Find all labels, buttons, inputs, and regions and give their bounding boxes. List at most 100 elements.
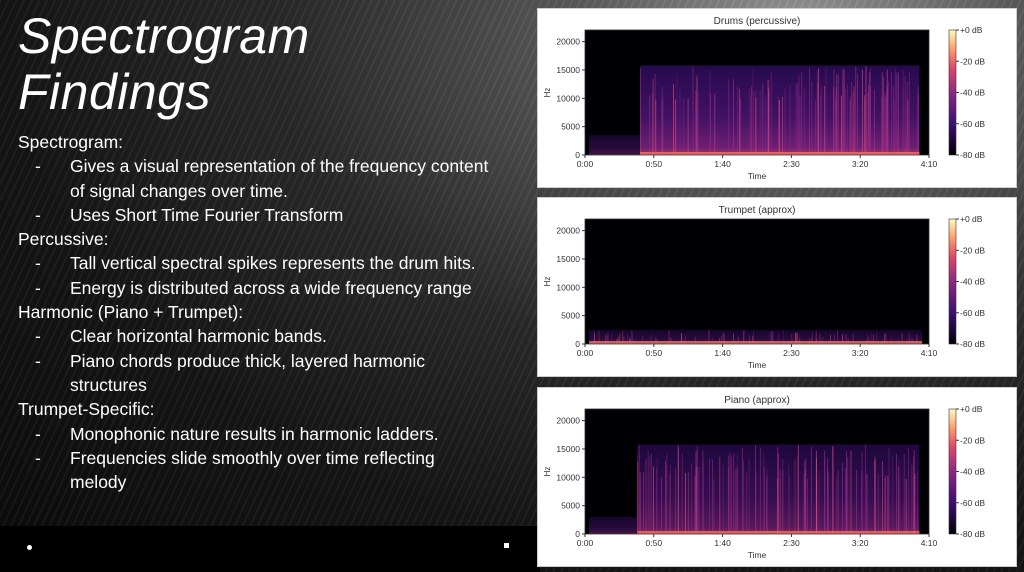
chart-title: Piano (approx) xyxy=(724,395,790,406)
dash-bullet: - xyxy=(35,326,41,347)
spectral-stripe xyxy=(796,333,798,344)
spectral-stripe xyxy=(695,100,697,155)
spectral-stripe xyxy=(694,476,696,534)
spectral-stripe xyxy=(694,336,696,344)
spectral-stripe xyxy=(849,96,851,155)
spectral-stripe xyxy=(737,466,739,534)
dash-bullet: - xyxy=(35,204,41,225)
spectral-stripe xyxy=(847,337,849,344)
spectral-stripe xyxy=(789,85,791,155)
colorbar-tick-label: -40 dB xyxy=(960,277,985,287)
slide-text: Spectrogram Findings Spectrogram: - Gives … xyxy=(18,8,518,494)
dash-bullet: - xyxy=(35,253,41,274)
x-tick-label: 1:40 xyxy=(714,159,731,169)
list-item-text: Tall vertical spectral spikes represents… xyxy=(70,253,476,274)
spectral-stripe xyxy=(836,73,838,155)
spectral-stripe xyxy=(722,464,724,534)
spectral-stripe xyxy=(857,73,858,155)
spectral-stripe xyxy=(816,479,818,534)
spectral-stripe xyxy=(677,445,679,534)
spectral-stripe xyxy=(669,474,671,534)
colorbar-tick-label: -60 dB xyxy=(960,498,985,508)
y-tick-label: 10000 xyxy=(556,472,580,482)
x-tick-label: 2:30 xyxy=(783,348,800,358)
colorbar-tick-label: -20 dB xyxy=(960,435,985,445)
spectral-stripe xyxy=(904,76,906,155)
spectral-stripe xyxy=(733,453,735,534)
spectral-stripe xyxy=(841,95,842,155)
y-tick-label: 20000 xyxy=(556,37,580,47)
title-line-1: Spectrogram xyxy=(18,8,310,64)
spectral-stripe xyxy=(848,456,850,534)
x-tick-label: 3:20 xyxy=(852,538,869,548)
spectral-stripe xyxy=(804,469,806,534)
active-energy-region xyxy=(589,329,923,344)
y-axis-label: Hz xyxy=(543,467,552,477)
spectral-stripe xyxy=(632,335,633,344)
list-item: - Uses Short Time Fourier Transform xyxy=(18,203,518,227)
spectral-stripe xyxy=(676,76,678,155)
spectral-stripe xyxy=(712,459,713,534)
spectral-stripe xyxy=(719,337,720,344)
spectral-stripe xyxy=(759,447,761,534)
section-heading: Trumpet-Specific: xyxy=(18,399,155,420)
colorbar-tick-label: -40 dB xyxy=(960,467,985,477)
spectral-stripe xyxy=(755,98,757,155)
spectral-stripe xyxy=(795,332,796,344)
list-item-text: Clear horizontal harmonic bands. xyxy=(70,326,327,347)
y-axis-label: Hz xyxy=(543,277,552,287)
colorbar-tick-label: -80 dB xyxy=(960,529,985,539)
spectral-stripe xyxy=(811,81,813,155)
spectral-stripe xyxy=(805,457,807,534)
spectral-stripe xyxy=(735,468,737,534)
spectral-stripe xyxy=(739,88,740,155)
spectral-stripe xyxy=(847,83,848,155)
spectral-stripe xyxy=(755,471,757,534)
spectral-stripe xyxy=(668,330,670,344)
spectral-stripe xyxy=(736,454,738,534)
spectral-stripe xyxy=(908,447,909,534)
spectral-stripe xyxy=(769,331,771,344)
spectral-stripe xyxy=(681,333,683,344)
spectral-stripe xyxy=(661,86,663,155)
spectral-stripe xyxy=(884,478,886,534)
spectral-stripe xyxy=(622,331,624,344)
spectral-stripe xyxy=(697,92,699,155)
spectral-stripe xyxy=(906,99,908,155)
spectral-stripe xyxy=(766,479,768,534)
list-item-text: Uses Short Time Fourier Transform xyxy=(70,204,344,225)
spectral-stripe xyxy=(892,455,894,534)
spectral-stripe xyxy=(655,337,656,344)
spectral-stripe xyxy=(820,85,822,155)
spectral-stripe xyxy=(830,334,831,344)
spectral-stripe xyxy=(723,333,725,344)
spectral-stripe xyxy=(807,479,808,534)
spectral-stripe xyxy=(766,476,768,534)
spectral-stripe xyxy=(864,95,866,155)
spectral-stripe xyxy=(804,88,805,155)
spectral-stripe xyxy=(607,332,609,344)
spectral-stripe xyxy=(820,96,822,155)
spectral-stripe xyxy=(755,445,756,534)
spectral-stripe xyxy=(702,462,704,534)
spectral-stripe xyxy=(882,461,883,534)
spectral-stripe xyxy=(752,68,754,155)
spectral-stripe xyxy=(886,87,888,155)
spectral-stripe xyxy=(885,475,886,534)
spectral-stripe xyxy=(623,336,625,344)
spectral-stripe xyxy=(837,470,839,534)
spectral-stripe xyxy=(905,478,907,534)
spectral-stripe xyxy=(687,472,689,534)
list-item: - Clear horizontal harmonic bands. xyxy=(18,324,518,348)
spectral-stripe xyxy=(698,467,700,534)
spectral-stripe xyxy=(721,335,723,344)
spectral-stripe xyxy=(799,95,801,155)
spectral-stripe xyxy=(865,444,866,534)
list-item: - Tall vertical spectral spikes represent… xyxy=(18,251,518,275)
spectral-stripe xyxy=(737,337,739,344)
spectral-stripe xyxy=(898,466,899,534)
spectral-stripe xyxy=(833,69,835,155)
colorbar-tick-label: -80 dB xyxy=(960,339,985,349)
y-tick-label: 5000 xyxy=(561,311,580,321)
spectral-stripe xyxy=(788,463,790,534)
